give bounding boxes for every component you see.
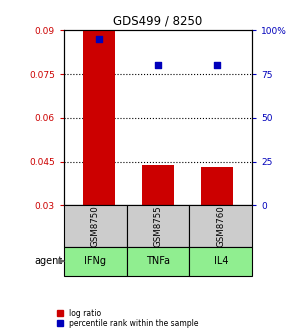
Text: IL4: IL4 [214,256,228,266]
Text: GSM8760: GSM8760 [216,205,225,247]
Point [215,62,219,68]
Text: TNFa: TNFa [146,256,170,266]
Text: agent: agent [35,256,63,266]
Point [156,62,160,68]
Text: IFNg: IFNg [84,256,106,266]
Text: GSM8750: GSM8750 [91,205,100,247]
FancyBboxPatch shape [64,205,127,247]
FancyBboxPatch shape [127,205,189,247]
FancyBboxPatch shape [189,205,252,247]
Point [97,36,101,42]
Bar [83,30,115,205]
FancyBboxPatch shape [64,247,127,276]
Legend: log ratio, percentile rank within the sample: log ratio, percentile rank within the sa… [56,308,199,329]
Bar [201,167,233,205]
Bar [142,165,174,205]
FancyBboxPatch shape [189,247,252,276]
Title: GDS499 / 8250: GDS499 / 8250 [113,15,203,28]
Text: GSM8755: GSM8755 [153,205,163,247]
FancyBboxPatch shape [127,247,189,276]
